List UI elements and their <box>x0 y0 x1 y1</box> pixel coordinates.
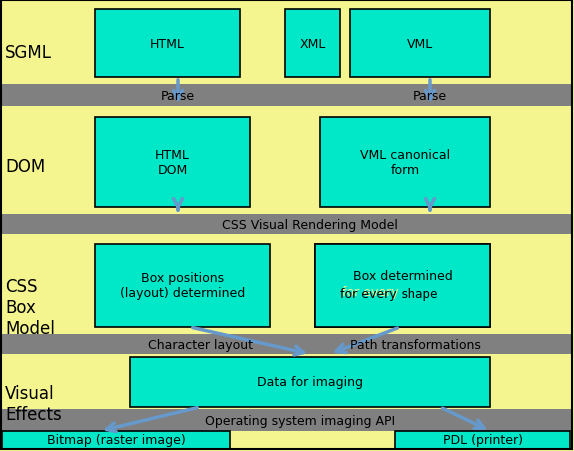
Text: Box determined: Box determined <box>352 269 452 282</box>
Text: CSS
Box
Model: CSS Box Model <box>5 277 55 337</box>
Text: Operating system imaging API: Operating system imaging API <box>205 414 395 428</box>
Text: for every shape: for every shape <box>354 286 452 299</box>
Bar <box>285 10 340 78</box>
Text: Bitmap (raster image): Bitmap (raster image) <box>46 433 185 446</box>
Text: DOM: DOM <box>5 158 45 175</box>
Text: Parse: Parse <box>161 90 195 103</box>
Text: Box determined: Box determined <box>352 273 452 286</box>
Text: Data for imaging: Data for imaging <box>257 376 363 389</box>
Text: VML: VML <box>407 37 433 51</box>
Text: for every: for every <box>340 287 401 300</box>
Text: Visual
Effects: Visual Effects <box>5 384 62 423</box>
Bar <box>315 244 490 327</box>
Bar <box>1 409 572 431</box>
Bar <box>130 357 490 407</box>
Text: Box positions
(layout) determined: Box positions (layout) determined <box>120 272 245 300</box>
Bar <box>1 334 572 354</box>
Bar <box>1 215 572 235</box>
Bar <box>1 85 572 107</box>
Bar <box>395 431 570 449</box>
Text: for every: for every <box>342 286 402 299</box>
Text: Path transformations: Path transformations <box>350 339 480 352</box>
Text: PDL (printer): PDL (printer) <box>443 433 522 446</box>
Text: SGML: SGML <box>5 44 52 62</box>
Text: shape: shape <box>401 287 438 300</box>
Bar <box>315 244 490 327</box>
Bar <box>95 118 250 207</box>
Bar <box>350 10 490 78</box>
Text: Parse: Parse <box>413 90 447 103</box>
Text: HTML
DOM: HTML DOM <box>155 149 190 177</box>
Bar <box>320 118 490 207</box>
Text: XML: XML <box>299 37 325 51</box>
Bar <box>95 244 270 327</box>
Bar <box>2 431 230 449</box>
Text: HTML: HTML <box>150 37 185 51</box>
Bar <box>95 10 240 78</box>
Text: Character layout: Character layout <box>148 339 253 352</box>
Text: VML canonical
form: VML canonical form <box>360 149 450 177</box>
Text: CSS Visual Rendering Model: CSS Visual Rendering Model <box>222 219 398 232</box>
